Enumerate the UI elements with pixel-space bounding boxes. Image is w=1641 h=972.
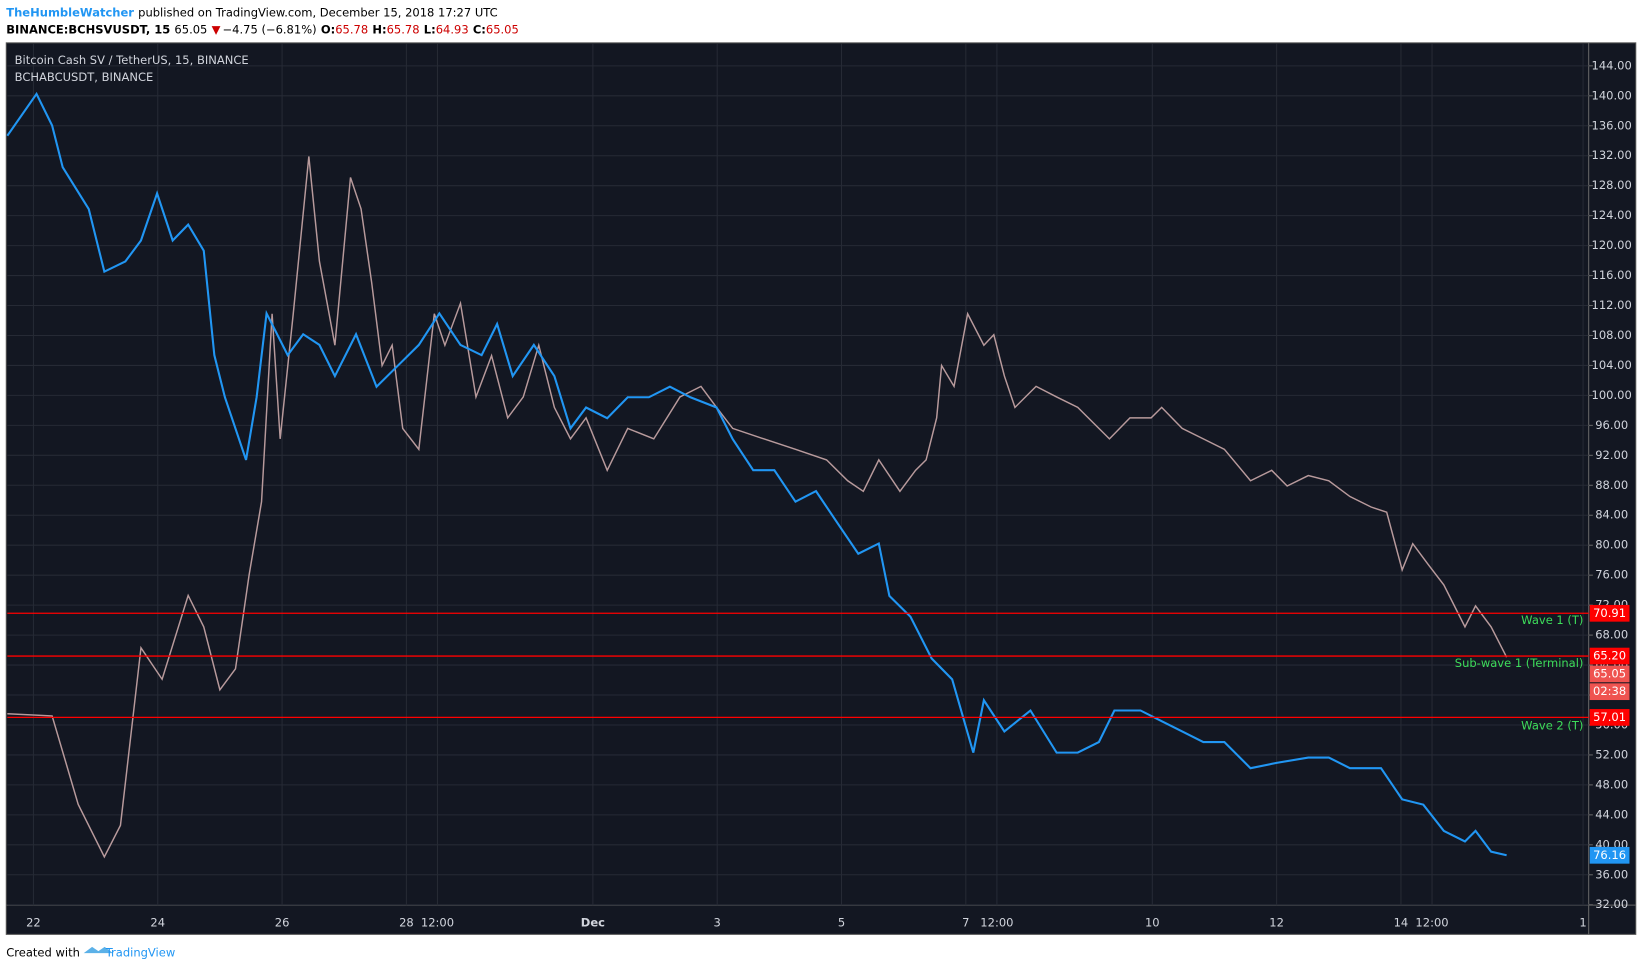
y-tick-label: 84.00 — [1595, 508, 1628, 522]
y-tick-label: 124.00 — [1592, 208, 1632, 222]
y-tick-label: 100.00 — [1592, 388, 1632, 402]
chart-panel — [5, 42, 1637, 935]
legend-main: Bitcoin Cash SV / TetherUS, 15, BINANCE — [15, 53, 249, 67]
o: 65.78 — [335, 22, 368, 36]
y-tick-label: 48.00 — [1595, 777, 1628, 791]
overlay-price-box — [1589, 846, 1630, 864]
overlay-price-text: 76.16 — [1593, 848, 1626, 862]
x-tick-label: 10 — [1145, 915, 1160, 929]
x-tick-label: 22 — [26, 915, 41, 929]
x-tick-label: 14 — [1394, 915, 1409, 929]
y-tick-label: 104.00 — [1592, 358, 1632, 372]
x-tick-label: 5 — [838, 915, 845, 929]
y-tick-label: 44.00 — [1595, 807, 1628, 821]
x-tick-label: Dec — [581, 915, 605, 929]
c: 65.05 — [486, 22, 519, 36]
y-tick-label: 112.00 — [1592, 298, 1632, 312]
h: 65.78 — [387, 22, 420, 36]
x-tick-label: 24 — [150, 915, 165, 929]
last-price-text: 65.05 — [1593, 666, 1626, 680]
x-tick-label: 26 — [275, 915, 290, 929]
y-tick-label: 144.00 — [1592, 58, 1632, 72]
level-price-box — [1589, 709, 1630, 726]
last-price-box — [1589, 665, 1630, 683]
y-tick-label: 68.00 — [1595, 628, 1628, 642]
y-tick-label: 108.00 — [1592, 328, 1632, 342]
y-tick-label: 116.00 — [1592, 268, 1632, 282]
price-line — [7, 156, 1508, 859]
x-tick-label: 12:00 — [421, 915, 454, 929]
level-price-box — [1589, 604, 1630, 622]
x-tick-label: 1 — [1579, 915, 1586, 929]
y-tick-label: 76.00 — [1595, 568, 1628, 582]
y-tick-label: 120.00 — [1592, 238, 1632, 252]
level-price-text: 57.01 — [1593, 710, 1626, 724]
y-tick-label: 140.00 — [1592, 88, 1632, 102]
countdown: 02:38 — [1593, 684, 1626, 698]
level-label: Wave 1 (T) — [1521, 613, 1583, 627]
level-price-box — [1589, 647, 1630, 665]
brand[interactable]: TradingView — [105, 946, 176, 960]
level-price-text: 70.91 — [1593, 606, 1626, 620]
y-tick-label: 80.00 — [1595, 538, 1628, 552]
x-tick-label: 28 — [399, 915, 414, 929]
tv-logo — [83, 946, 114, 954]
y-tick-label: 132.00 — [1592, 148, 1632, 162]
c-label: C: — [473, 22, 486, 36]
level-label: Wave 2 (T) — [1521, 718, 1583, 732]
x-tick-label: 12:00 — [980, 915, 1013, 929]
o-label: O: — [321, 22, 335, 36]
level-label: Sub-wave 1 (Terminal) — [1455, 656, 1584, 670]
y-tick-label: 128.00 — [1592, 178, 1632, 192]
change: −4.75 (−6.81%) — [223, 22, 317, 36]
published: published on TradingView.com, December 1… — [138, 5, 498, 19]
l: 64.93 — [436, 22, 469, 36]
y-tick-label: 96.00 — [1595, 418, 1628, 432]
author: TheHumbleWatcher — [6, 5, 134, 19]
price-line — [6, 91, 1507, 857]
l-label: L: — [424, 22, 436, 36]
h-label: H: — [372, 22, 386, 36]
y-tick-label: 92.00 — [1595, 448, 1628, 462]
y-tick-label: 52.00 — [1595, 747, 1628, 761]
y-tick-label: 32.00 — [1595, 897, 1628, 911]
y-tick-label: 36.00 — [1595, 867, 1628, 881]
price: 65.05 — [174, 22, 207, 36]
symbol-line: BINANCE:BCHSVUSDT, 15 65.05 ▼ −4.75 (−6.81%… — [6, 22, 519, 36]
legend-overlay: BCHABCUSDT, BINANCE — [15, 70, 154, 84]
header-line: TheHumbleWatcher published on TradingView… — [6, 5, 497, 19]
level-price-text: 65.20 — [1593, 649, 1626, 663]
x-tick-label: 12 — [1269, 915, 1284, 929]
symbol: BINANCE:BCHSVUSDT, 15 — [6, 22, 170, 36]
y-tick-label: 88.00 — [1595, 478, 1628, 492]
y-tick-label: 136.00 — [1592, 118, 1632, 132]
created-with: Created with — [6, 946, 80, 960]
arrow: ▼ — [212, 22, 221, 36]
x-tick-label: 7 — [962, 915, 969, 929]
x-tick-label: 3 — [714, 915, 721, 929]
x-tick-label: 12:00 — [1415, 915, 1448, 929]
countdown-box — [1589, 683, 1630, 701]
